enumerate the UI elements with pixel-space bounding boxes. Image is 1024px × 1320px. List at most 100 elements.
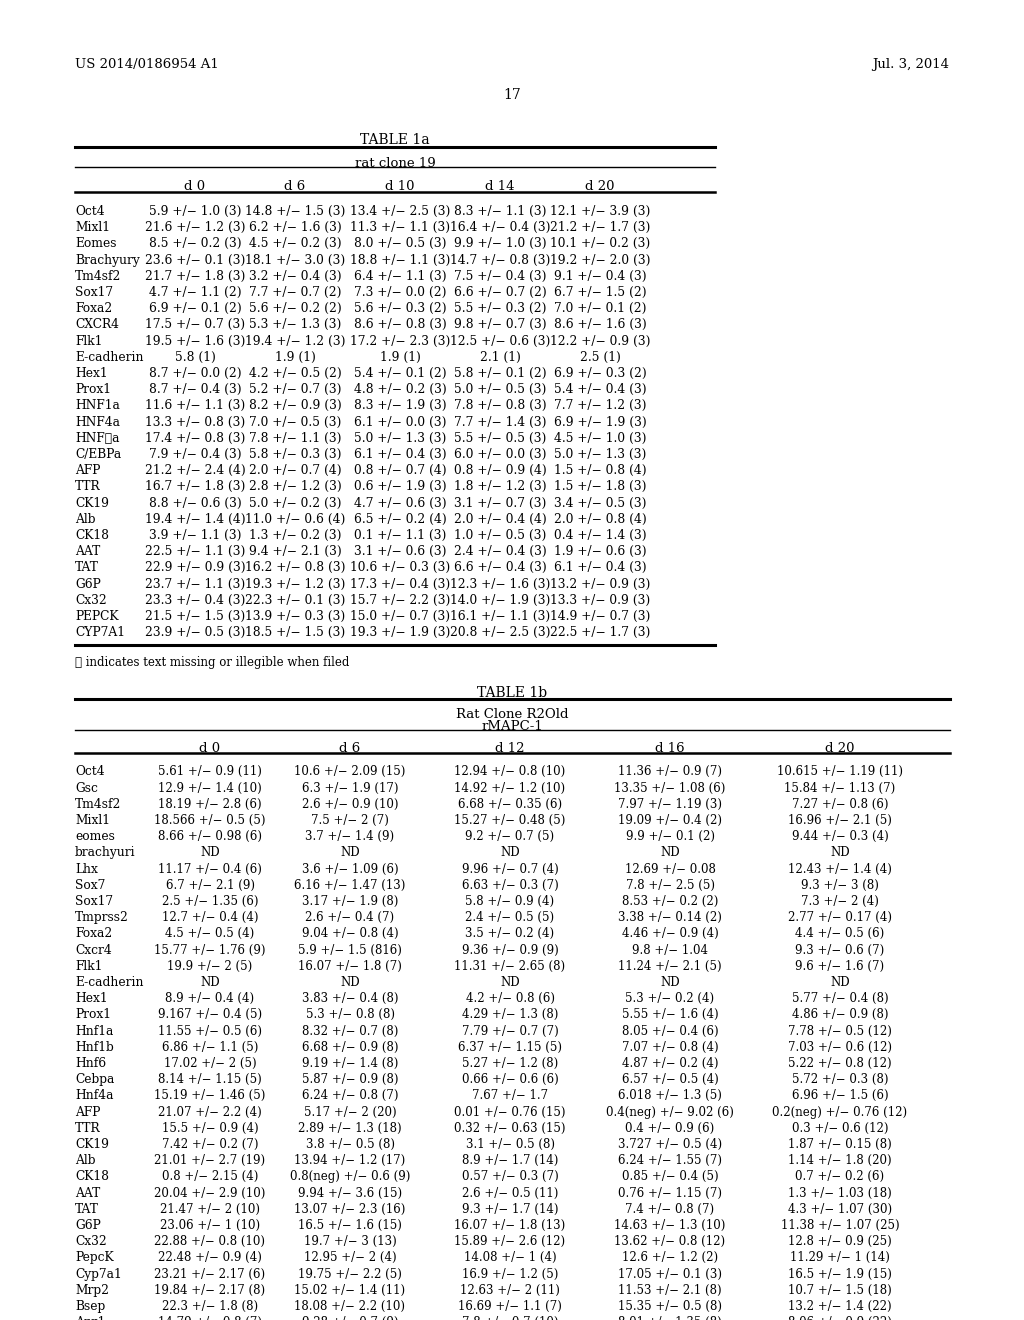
Text: Hnf4a: Hnf4a (75, 1089, 114, 1102)
Text: 19.5 +/− 1.6 (3): 19.5 +/− 1.6 (3) (144, 334, 245, 347)
Text: Alb: Alb (75, 512, 95, 525)
Text: 6.1 +/− 0.4 (3): 6.1 +/− 0.4 (3) (554, 561, 646, 574)
Text: 15.77 +/− 1.76 (9): 15.77 +/− 1.76 (9) (155, 944, 266, 957)
Text: 5.87 +/− 0.9 (8): 5.87 +/− 0.9 (8) (302, 1073, 398, 1086)
Text: 5.8 +/− 0.9 (4): 5.8 +/− 0.9 (4) (466, 895, 555, 908)
Text: 7.5 +/− 2 (7): 7.5 +/− 2 (7) (311, 814, 389, 828)
Text: 19.3 +/− 1.2 (3): 19.3 +/− 1.2 (3) (245, 578, 345, 590)
Text: Sox17: Sox17 (75, 895, 113, 908)
Text: 6.9 +/− 0.3 (2): 6.9 +/− 0.3 (2) (554, 367, 646, 380)
Text: 5.8 +/− 0.3 (3): 5.8 +/− 0.3 (3) (249, 447, 341, 461)
Text: 8.3 +/− 1.1 (3): 8.3 +/− 1.1 (3) (454, 205, 546, 218)
Text: 9.3 +/− 1.7 (14): 9.3 +/− 1.7 (14) (462, 1203, 558, 1216)
Text: 5.5 +/− 0.3 (2): 5.5 +/− 0.3 (2) (454, 302, 546, 315)
Text: brachyuri: brachyuri (75, 846, 135, 859)
Text: d 0: d 0 (184, 180, 206, 193)
Text: 9.3 +/− 0.6 (7): 9.3 +/− 0.6 (7) (796, 944, 885, 957)
Text: 15.02 +/− 1.4 (11): 15.02 +/− 1.4 (11) (295, 1284, 406, 1296)
Text: ND: ND (660, 975, 680, 989)
Text: 1.9 (1): 1.9 (1) (380, 351, 421, 364)
Text: 8.14 +/− 1.15 (5): 8.14 +/− 1.15 (5) (158, 1073, 262, 1086)
Text: Oct4: Oct4 (75, 205, 104, 218)
Text: ND: ND (830, 975, 850, 989)
Text: 1.5 +/− 0.8 (4): 1.5 +/− 0.8 (4) (554, 465, 646, 478)
Text: 21.2 +/− 1.7 (3): 21.2 +/− 1.7 (3) (550, 222, 650, 234)
Text: 5.22 +/− 0.8 (12): 5.22 +/− 0.8 (12) (788, 1057, 892, 1071)
Text: Mixl1: Mixl1 (75, 814, 110, 828)
Text: AAT: AAT (75, 1187, 100, 1200)
Text: 7.3 +/− 0.0 (2): 7.3 +/− 0.0 (2) (353, 286, 446, 300)
Text: 13.3 +/− 0.8 (3): 13.3 +/− 0.8 (3) (144, 416, 245, 429)
Text: 3.6 +/− 1.09 (6): 3.6 +/− 1.09 (6) (302, 862, 398, 875)
Text: 2.77 +/− 0.17 (4): 2.77 +/− 0.17 (4) (788, 911, 892, 924)
Text: CK18: CK18 (75, 1171, 109, 1184)
Text: 8.8 +/− 0.6 (3): 8.8 +/− 0.6 (3) (148, 496, 242, 510)
Text: 7.07 +/− 0.8 (4): 7.07 +/− 0.8 (4) (622, 1040, 718, 1053)
Text: Foxa2: Foxa2 (75, 302, 113, 315)
Text: 2.8 +/− 1.2 (3): 2.8 +/− 1.2 (3) (249, 480, 341, 494)
Text: 16.96 +/− 2.1 (5): 16.96 +/− 2.1 (5) (788, 814, 892, 828)
Text: Hnf1a: Hnf1a (75, 1024, 114, 1038)
Text: 16.4 +/− 0.4 (3): 16.4 +/− 0.4 (3) (450, 222, 550, 234)
Text: 0.85 +/− 0.4 (5): 0.85 +/− 0.4 (5) (622, 1171, 718, 1184)
Text: 21.6 +/− 1.2 (3): 21.6 +/− 1.2 (3) (144, 222, 246, 234)
Text: 4.5 +/− 1.0 (3): 4.5 +/− 1.0 (3) (554, 432, 646, 445)
Text: 2.0 +/− 0.4 (4): 2.0 +/− 0.4 (4) (454, 512, 547, 525)
Text: 22.3 +/− 0.1 (3): 22.3 +/− 0.1 (3) (245, 594, 345, 607)
Text: 4.8 +/− 0.2 (3): 4.8 +/− 0.2 (3) (353, 383, 446, 396)
Text: 9.04 +/− 0.8 (4): 9.04 +/− 0.8 (4) (302, 928, 398, 940)
Text: 1.0 +/− 0.5 (3): 1.0 +/− 0.5 (3) (454, 529, 546, 543)
Text: 6.2 +/− 1.6 (3): 6.2 +/− 1.6 (3) (249, 222, 341, 234)
Text: C/EBPa: C/EBPa (75, 447, 121, 461)
Text: Eomes: Eomes (75, 238, 117, 251)
Text: HNFⓈa: HNFⓈa (75, 432, 120, 445)
Text: 21.2 +/− 2.4 (4): 21.2 +/− 2.4 (4) (144, 465, 246, 478)
Text: 0.8 +/− 0.9 (4): 0.8 +/− 0.9 (4) (454, 465, 547, 478)
Text: 23.06 +/− 1 (10): 23.06 +/− 1 (10) (160, 1218, 260, 1232)
Text: TTR: TTR (75, 480, 100, 494)
Text: 3.9 +/− 1.1 (3): 3.9 +/− 1.1 (3) (148, 529, 242, 543)
Text: 22.3 +/− 1.8 (8): 22.3 +/− 1.8 (8) (162, 1300, 258, 1313)
Text: 14.0 +/− 1.9 (3): 14.0 +/− 1.9 (3) (450, 594, 550, 607)
Text: 5.3 +/− 0.2 (4): 5.3 +/− 0.2 (4) (626, 993, 715, 1006)
Text: 19.2 +/− 2.0 (3): 19.2 +/− 2.0 (3) (550, 253, 650, 267)
Text: 6.37 +/− 1.15 (5): 6.37 +/− 1.15 (5) (458, 1040, 562, 1053)
Text: 11.6 +/− 1.1 (3): 11.6 +/− 1.1 (3) (144, 400, 245, 412)
Text: 11.3 +/− 1.1 (3): 11.3 +/− 1.1 (3) (350, 222, 451, 234)
Text: 14.79 +/− 0.8 (7): 14.79 +/− 0.8 (7) (158, 1316, 262, 1320)
Text: PepcK: PepcK (75, 1251, 114, 1265)
Text: 18.08 +/− 2.2 (10): 18.08 +/− 2.2 (10) (295, 1300, 406, 1313)
Text: 12.63 +/− 2 (11): 12.63 +/− 2 (11) (460, 1284, 560, 1296)
Text: 19.4 +/− 1.2 (3): 19.4 +/− 1.2 (3) (245, 334, 345, 347)
Text: Tmprss2: Tmprss2 (75, 911, 129, 924)
Text: 12.95 +/− 2 (4): 12.95 +/− 2 (4) (304, 1251, 396, 1265)
Text: rat clone 19: rat clone 19 (354, 157, 435, 170)
Text: 0.76 +/− 1.15 (7): 0.76 +/− 1.15 (7) (618, 1187, 722, 1200)
Text: 6.3 +/− 1.9 (17): 6.3 +/− 1.9 (17) (302, 781, 398, 795)
Text: 5.8 (1): 5.8 (1) (174, 351, 215, 364)
Text: 6.4 +/− 1.1 (3): 6.4 +/− 1.1 (3) (353, 269, 446, 282)
Text: 22.88 +/− 0.8 (10): 22.88 +/− 0.8 (10) (155, 1236, 265, 1249)
Text: 5.4 +/− 0.1 (2): 5.4 +/− 0.1 (2) (353, 367, 446, 380)
Text: G6P: G6P (75, 1218, 100, 1232)
Text: 6.57 +/− 0.5 (4): 6.57 +/− 0.5 (4) (622, 1073, 719, 1086)
Text: 5.6 +/− 0.3 (2): 5.6 +/− 0.3 (2) (353, 302, 446, 315)
Text: 8.5 +/− 0.2 (3): 8.5 +/− 0.2 (3) (148, 238, 242, 251)
Text: 0.01 +/− 0.76 (15): 0.01 +/− 0.76 (15) (455, 1106, 565, 1118)
Text: 6.1 +/− 0.4 (3): 6.1 +/− 0.4 (3) (353, 447, 446, 461)
Text: 21.01 +/− 2.7 (19): 21.01 +/− 2.7 (19) (155, 1154, 265, 1167)
Text: 0.2(neg) +/− 0.76 (12): 0.2(neg) +/− 0.76 (12) (772, 1106, 907, 1118)
Text: 5.3 +/− 1.3 (3): 5.3 +/− 1.3 (3) (249, 318, 341, 331)
Text: 0.3 +/− 0.6 (12): 0.3 +/− 0.6 (12) (792, 1122, 888, 1135)
Text: 11.17 +/− 0.4 (6): 11.17 +/− 0.4 (6) (158, 862, 262, 875)
Text: 1.3 +/− 0.2 (3): 1.3 +/− 0.2 (3) (249, 529, 341, 543)
Text: 3.2 +/− 0.4 (3): 3.2 +/− 0.4 (3) (249, 269, 341, 282)
Text: AFP: AFP (75, 465, 100, 478)
Text: d 0: d 0 (200, 742, 220, 755)
Text: Tm4sf2: Tm4sf2 (75, 269, 122, 282)
Text: 4.86 +/− 0.9 (8): 4.86 +/− 0.9 (8) (792, 1008, 888, 1022)
Text: 22.5 +/− 1.1 (3): 22.5 +/− 1.1 (3) (144, 545, 245, 558)
Text: 9.8 +/− 0.7 (3): 9.8 +/− 0.7 (3) (454, 318, 547, 331)
Text: 6.6 +/− 0.4 (3): 6.6 +/− 0.4 (3) (454, 561, 547, 574)
Text: 15.0 +/− 0.7 (3): 15.0 +/− 0.7 (3) (350, 610, 451, 623)
